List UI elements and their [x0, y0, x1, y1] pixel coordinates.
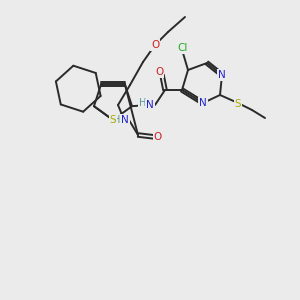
- Text: S: S: [110, 115, 116, 125]
- Text: O: O: [154, 132, 162, 142]
- Text: Cl: Cl: [178, 43, 188, 53]
- Text: N: N: [121, 115, 129, 125]
- Text: O: O: [151, 40, 159, 50]
- Text: N: N: [199, 98, 207, 108]
- Text: S: S: [235, 99, 241, 109]
- Text: O: O: [155, 67, 163, 77]
- Text: N: N: [218, 70, 226, 80]
- Text: H: H: [113, 115, 121, 125]
- Text: H: H: [139, 98, 147, 108]
- Text: N: N: [146, 100, 154, 110]
